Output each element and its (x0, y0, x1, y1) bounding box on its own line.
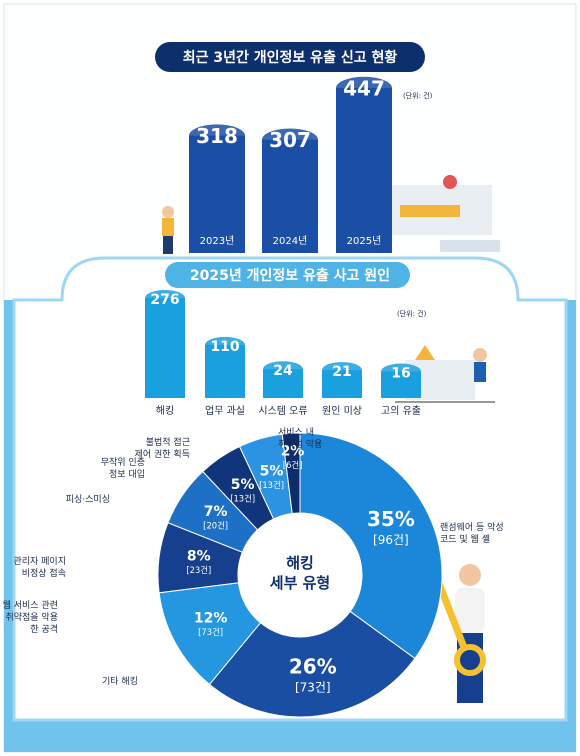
donut-slice (281, 432, 301, 515)
bar (189, 135, 245, 253)
bar-cap (262, 128, 318, 151)
unit-label: (단위: 건) (397, 310, 427, 318)
count-label: [96건] (373, 533, 409, 547)
count-label: [23건] (186, 565, 211, 575)
category-label: 업무 과실 (205, 404, 245, 417)
bar-cap (336, 76, 392, 100)
percent-label: 8% (187, 549, 211, 565)
category-label: 2025년 (347, 235, 382, 247)
donut-slice (208, 610, 416, 718)
count-label: [13건] (230, 494, 255, 504)
value-label: 276 (150, 292, 179, 308)
value-label: 21 (332, 364, 351, 380)
slice-label: 서비스 내 취약점 악용 (278, 428, 323, 450)
bar-cap (381, 363, 421, 380)
count-label: [73건] (295, 681, 331, 695)
percent-label: 35% (367, 507, 415, 531)
value-label: 447 (343, 77, 385, 101)
value-label: 307 (269, 128, 311, 152)
bar-cap (263, 361, 303, 378)
value-label: 16 (391, 365, 410, 381)
slice-label: 웹 서비스 관련 취약점을 악용한 공격 (2, 601, 58, 635)
bar-cap (145, 290, 185, 306)
count-label: [73건] (198, 627, 223, 637)
percent-label: 5% (260, 463, 284, 479)
bar-cap (189, 124, 245, 147)
count-label: [6건] (283, 460, 303, 470)
slice-label: 무작위 인증 정보 대입 (100, 458, 145, 480)
category-label: 2024년 (273, 235, 308, 247)
category-label: 고의 유출 (381, 405, 421, 417)
chart-title: 최근 3년간 개인정보 유출 신고 현황 (183, 49, 398, 66)
unit-label: (단위: 건) (403, 92, 433, 100)
percent-label: 12% (194, 611, 228, 627)
bar-cap (322, 362, 362, 379)
value-label: 318 (196, 124, 238, 148)
percent-label: 5% (231, 477, 255, 493)
bar (205, 344, 245, 398)
value-label: 24 (273, 363, 293, 379)
slice-label: 불법적 접근 제어 권한 획득 (134, 438, 190, 460)
slice-label: 피싱·스미싱 (65, 495, 110, 505)
category-label: 해킹 (156, 404, 174, 417)
slice-label: 기타 해킹 (102, 677, 138, 687)
category-label: 시스템 오류 (258, 405, 307, 417)
donut-slice (299, 432, 443, 660)
bar (336, 88, 392, 253)
title-pill (155, 42, 425, 72)
slice-label: 관리자 페이지 비정상 접속 (13, 557, 66, 579)
count-label: [13건] (259, 480, 284, 490)
percent-label: 26% (289, 655, 337, 679)
subtitle-pill (165, 262, 410, 288)
category-label: 원인 미상 (322, 405, 362, 417)
bar (262, 139, 318, 253)
category-label: 2023년 (200, 235, 235, 247)
percent-label: 7% (204, 504, 228, 520)
person (162, 206, 174, 254)
bar (145, 298, 185, 398)
donut-hole (239, 514, 361, 636)
slice-label: 랜섬웨어 등 악성 코드 및 웹 셸 (440, 523, 504, 545)
chart-title: 2025년 개인정보 유출 사고 원인 (190, 267, 390, 284)
bar-cap (205, 336, 245, 353)
value-label: 110 (210, 339, 239, 355)
donut-title: 해킹 세부 유형 (269, 554, 331, 592)
count-label: [20건] (203, 521, 228, 531)
percent-label: 2% (281, 444, 305, 460)
machine (392, 175, 500, 252)
